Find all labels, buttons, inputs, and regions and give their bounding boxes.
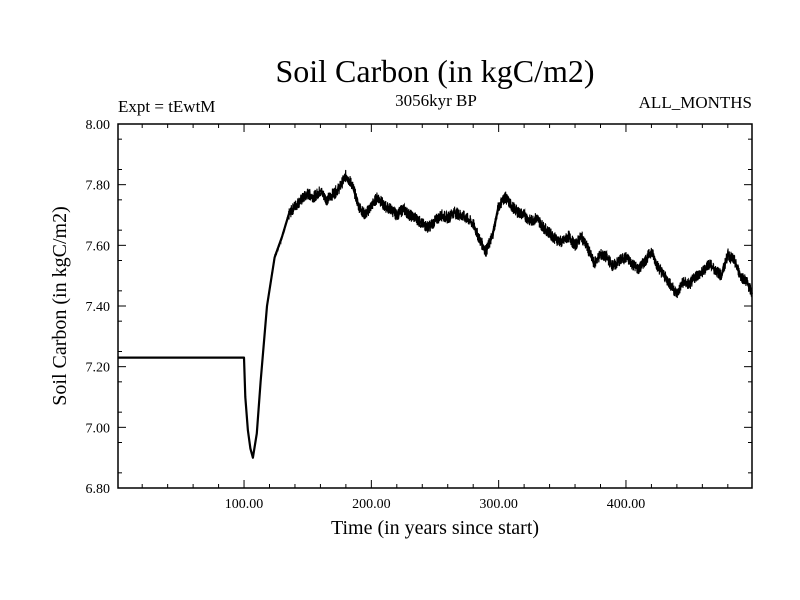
x-tick-label: 100.00 (225, 497, 264, 512)
y-tick-label: 7.60 (86, 239, 111, 254)
chart-title: Soil Carbon (in kgC/m2) (275, 53, 594, 89)
x-tick-label: 200.00 (352, 497, 391, 512)
x-tick-label: 300.00 (479, 497, 518, 512)
y-axis: 6.80 7.00 7.20 7.40 7.60 7.80 8.00 (86, 118, 752, 497)
plot-frame (117, 123, 753, 489)
y-axis-label: Soil Carbon (in kgC/m2) (49, 206, 71, 405)
y-tick-label: 7.80 (86, 179, 111, 194)
y-tick-label: 8.00 (86, 118, 111, 133)
soil-carbon-variability-band (258, 169, 753, 400)
experiment-label: Expt = tEwtM (118, 97, 215, 116)
period-subtitle: 3056kyr BP (395, 91, 477, 110)
months-label: ALL_MONTHS (639, 93, 752, 112)
x-axis-label: Time (in years since start) (331, 517, 539, 539)
y-tick-label: 7.40 (86, 300, 111, 315)
y-tick-label: 7.20 (86, 361, 111, 376)
x-axis: 100.00 200.00 300.00 400.00 (141, 124, 729, 512)
y-tick-label: 7.00 (86, 421, 111, 436)
y-tick-label: 6.80 (86, 482, 111, 497)
x-tick-label: 400.00 (607, 497, 646, 512)
